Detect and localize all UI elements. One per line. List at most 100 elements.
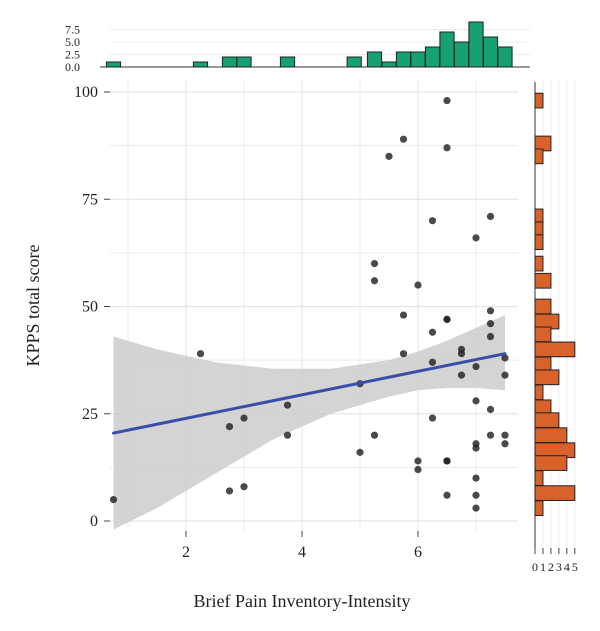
data-point — [443, 315, 451, 323]
data-point — [472, 362, 480, 371]
top-hist-bar — [424, 46, 441, 68]
top-hist-bar — [439, 31, 455, 68]
y-tick-label: 0 — [90, 513, 98, 530]
x-tick-label: 4 — [298, 544, 306, 561]
data-point — [428, 217, 437, 225]
right-hist-bar — [534, 92, 544, 109]
data-point — [443, 491, 451, 499]
data-point — [486, 405, 495, 414]
y-tick-label: 25 — [82, 406, 98, 423]
right-hist-bar — [534, 485, 576, 501]
top-hist-bar — [395, 51, 412, 68]
data-point — [472, 234, 480, 242]
right-hist-tick-label: 5 — [572, 560, 578, 574]
x-axis-title: Brief Pain Inventory-Intensity — [194, 591, 411, 611]
top-hist-bar — [346, 56, 362, 68]
data-point — [472, 397, 480, 405]
right-hist-tick-label: 4 — [564, 560, 570, 574]
data-point — [240, 483, 248, 491]
data-point — [472, 474, 480, 482]
right-hist-tick-label: 1 — [540, 560, 546, 574]
data-point — [283, 401, 292, 409]
data-point — [443, 144, 451, 152]
top-hist-bar — [482, 36, 499, 68]
data-point — [428, 328, 437, 336]
data-point — [370, 431, 379, 439]
data-point — [109, 495, 118, 504]
data-point — [457, 371, 466, 379]
right-hist-bar — [534, 255, 544, 272]
data-point — [457, 350, 466, 358]
top-hist-tick-label: 2.5 — [65, 48, 80, 62]
data-point — [501, 354, 509, 362]
right-hist-bar — [534, 369, 560, 386]
right-hist-bar — [534, 341, 576, 358]
data-point — [283, 431, 292, 439]
data-point — [370, 260, 379, 268]
right-hist-bar — [534, 470, 544, 486]
top-hist-bar — [453, 41, 470, 68]
right-hist-bar — [534, 234, 544, 251]
right-hist-bar — [534, 326, 552, 343]
data-point — [225, 487, 234, 495]
top-hist-tick-label: 5.0 — [65, 35, 80, 49]
confidence-band — [113, 315, 505, 530]
regression-line — [112, 352, 507, 435]
top-hist-bar — [381, 61, 397, 68]
data-point — [501, 440, 509, 448]
data-point — [443, 457, 451, 465]
right-hist-bar — [534, 500, 544, 516]
x-tick-label: 2 — [182, 544, 190, 561]
data-point — [486, 332, 495, 341]
data-point — [486, 431, 495, 439]
top-hist-bar — [366, 51, 383, 68]
right-hist-bar — [534, 455, 568, 471]
y-tick-label: 75 — [82, 191, 98, 208]
data-point — [240, 414, 248, 422]
data-points — [109, 96, 509, 512]
right-hist-tick-label: 0 — [532, 560, 538, 574]
right-hist-bar — [534, 298, 552, 315]
data-point — [414, 281, 422, 289]
right-hist-tick-label: 3 — [556, 560, 562, 574]
data-point — [399, 311, 408, 319]
data-point — [443, 96, 451, 105]
data-point — [486, 307, 495, 315]
data-point — [486, 320, 495, 328]
top-hist-bar — [279, 56, 296, 68]
data-point — [385, 152, 393, 160]
right-hist-bar — [534, 272, 552, 289]
top-hist-bar — [497, 46, 513, 68]
top-hist-bar — [221, 56, 238, 68]
right-hist-bar — [534, 427, 568, 444]
top-hist-bar — [192, 61, 209, 68]
top-hist-tick-label: 0.0 — [65, 60, 80, 74]
data-point — [501, 371, 509, 379]
top-hist-bar — [236, 56, 252, 68]
data-point — [370, 277, 379, 285]
top-hist-bar — [410, 51, 426, 68]
data-point — [196, 350, 205, 358]
data-point — [472, 491, 480, 499]
top-hist-tick-label: 7.5 — [65, 23, 80, 37]
y-tick-label: 50 — [82, 299, 98, 316]
top-hist-bar — [105, 61, 122, 68]
right-hist-bar — [534, 148, 544, 165]
data-point — [486, 212, 495, 221]
right-hist-tick-label: 2 — [548, 560, 554, 574]
data-point — [414, 465, 422, 474]
top-hist-bar — [468, 21, 484, 68]
right-hist-bar — [534, 412, 560, 429]
data-point — [356, 448, 364, 456]
data-point — [414, 457, 422, 465]
x-tick-label: 6 — [414, 544, 422, 561]
data-point — [428, 358, 437, 366]
data-point — [472, 504, 480, 512]
data-point — [225, 423, 234, 431]
data-point — [501, 431, 509, 439]
top-histogram: 0.02.55.07.5 — [65, 21, 530, 74]
right-hist-bar — [534, 384, 544, 401]
